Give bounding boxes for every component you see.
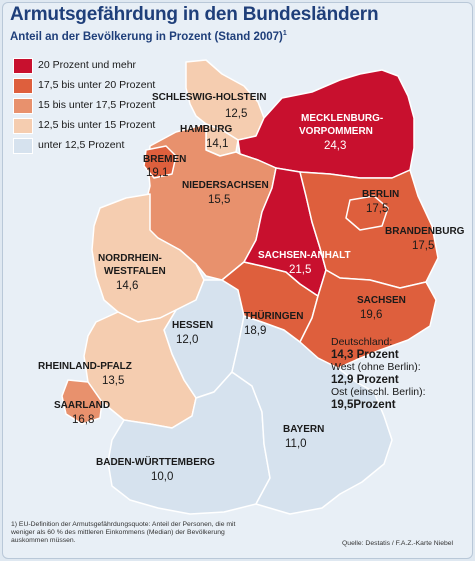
label-nordrhein-line1: NORDRHEIN- bbox=[98, 253, 162, 264]
value-berlin: 17,5 bbox=[366, 203, 388, 215]
summary-ost-label: Ost (einschl. Berlin): bbox=[331, 386, 426, 398]
legend-swatch bbox=[13, 58, 33, 74]
legend-label: 20 Prozent und mehr bbox=[38, 59, 137, 71]
state-sachsen[interactable] bbox=[299, 269, 437, 369]
value-hamburg: 14,1 bbox=[206, 138, 228, 150]
legend-label: unter 12,5 Prozent bbox=[38, 139, 125, 151]
value-sachsen: 19,6 bbox=[360, 309, 382, 321]
legend-label: 15 bis unter 17,5 Prozent bbox=[38, 99, 156, 111]
state-saarland[interactable] bbox=[61, 379, 103, 425]
summary-west-label: West (ohne Berlin): bbox=[331, 361, 421, 373]
value-bremen: 19,1 bbox=[146, 167, 168, 179]
label-rheinland-pfalz: RHEINLAND-PFALZ bbox=[38, 361, 132, 372]
label-bayern: BAYERN bbox=[283, 424, 324, 435]
summary-box: Deutschland: 14,3 Prozent West (ohne Ber… bbox=[331, 336, 426, 411]
label-bremen: BREMEN bbox=[143, 154, 186, 165]
summary-ost-value: 19,5Prozent bbox=[331, 398, 396, 411]
source-credit: Quelle: Destatis / F.A.Z.-Karte Niebel bbox=[342, 540, 454, 547]
state-bremen[interactable] bbox=[143, 145, 177, 179]
value-hessen: 12,0 bbox=[176, 334, 198, 346]
legend-swatch bbox=[13, 78, 33, 94]
label-berlin: BERLIN bbox=[362, 189, 399, 200]
value-niedersachsen: 15,5 bbox=[208, 194, 230, 206]
label-sachsen: SACHSEN bbox=[357, 295, 406, 306]
state-labels: SCHLESWIG-HOLSTEIN 12,5 HAMBURG 14,1 MEC… bbox=[38, 92, 465, 483]
legend-item: unter 12,5 Prozent bbox=[13, 138, 213, 154]
summary-west-value: 12,9 Prozent bbox=[331, 373, 399, 386]
label-mecklenburg-line1: MECKLENBURG- bbox=[301, 113, 383, 124]
summary-de-value: 14,3 Prozent bbox=[331, 348, 399, 361]
label-hessen: HESSEN bbox=[172, 320, 213, 331]
legend-swatch bbox=[13, 118, 33, 134]
legend-item: 12,5 bis unter 15 Prozent bbox=[13, 118, 213, 134]
legend-label: 12,5 bis unter 15 Prozent bbox=[38, 119, 156, 131]
footnote: 1) EU-Definition der Armutsgefährdungsqu… bbox=[11, 521, 236, 544]
legend-swatch bbox=[13, 98, 33, 114]
label-thueringen: THÜRINGEN bbox=[244, 309, 303, 322]
label-brandenburg: BRANDENBURG bbox=[385, 226, 465, 237]
label-nordrhein-line2: WESTFALEN bbox=[104, 266, 166, 277]
label-mecklenburg-line2: VORPOMMERN bbox=[299, 126, 373, 137]
value-rheinland-pfalz: 13,5 bbox=[102, 375, 124, 387]
label-schleswig-holstein: SCHLESWIG-HOLSTEIN bbox=[152, 92, 266, 103]
state-berlin[interactable] bbox=[345, 195, 389, 231]
value-thueringen: 18,9 bbox=[244, 325, 266, 337]
value-sachsen-anhalt: 21,5 bbox=[289, 264, 311, 276]
label-sachsen-anhalt: SACHSEN-ANHALT bbox=[258, 250, 351, 261]
label-hamburg: HAMBURG bbox=[180, 124, 232, 135]
map-subtitle: Anteil an der Bevölkerung in Prozent (St… bbox=[10, 30, 287, 43]
footnote-marker: 1 bbox=[282, 30, 287, 37]
value-nordrhein-westfalen: 14,6 bbox=[116, 280, 138, 292]
value-brandenburg: 17,5 bbox=[412, 240, 434, 252]
label-saarland: SAARLAND bbox=[54, 400, 110, 411]
legend-item: 17,5 bis unter 20 Prozent bbox=[13, 78, 213, 94]
value-baden-wuerttemberg: 10,0 bbox=[151, 471, 173, 483]
value-saarland: 16,8 bbox=[72, 414, 94, 426]
value-bayern: 11,0 bbox=[285, 438, 307, 450]
label-baden-wuerttemberg: BADEN-WÜRTTEMBERG bbox=[96, 455, 215, 468]
legend-swatch bbox=[13, 138, 33, 154]
value-mecklenburg-vorpommern: 24,3 bbox=[324, 140, 346, 152]
map-title: Armutsgefährdung in den Bundesländern bbox=[10, 4, 379, 25]
legend-item: 15 bis unter 17,5 Prozent bbox=[13, 98, 213, 114]
summary-de-label: Deutschland: bbox=[331, 336, 393, 348]
value-schleswig-holstein: 12,5 bbox=[225, 108, 247, 120]
legend-item: 20 Prozent und mehr bbox=[13, 58, 213, 74]
legend-label: 17,5 bis unter 20 Prozent bbox=[38, 79, 156, 91]
label-niedersachsen: NIEDERSACHSEN bbox=[182, 180, 269, 191]
state-mecklenburg-vorpommern[interactable] bbox=[237, 69, 415, 179]
